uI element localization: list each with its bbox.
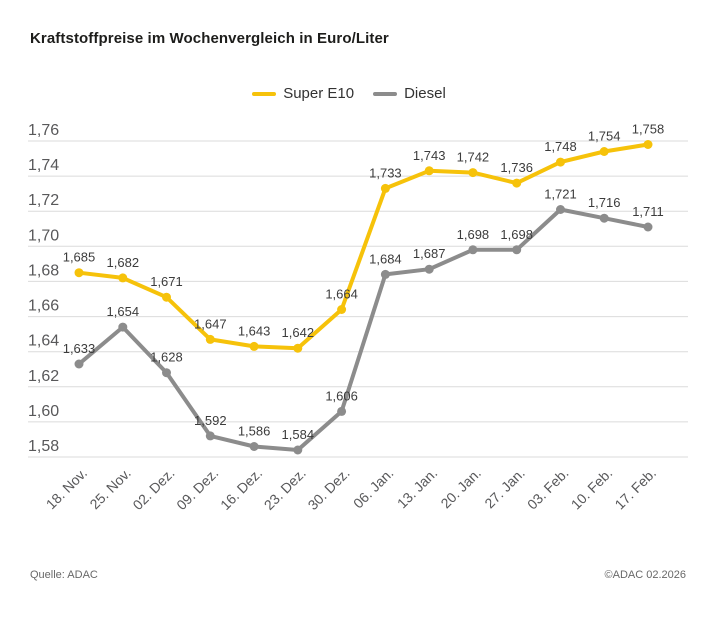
x-axis-tick-label: 02. Dez. (129, 465, 177, 513)
y-axis-tick-label: 1,76 (28, 122, 59, 139)
data-point (74, 268, 84, 278)
series-line-super-e10 (77, 142, 650, 351)
source-note: Quelle: ADAC (30, 569, 98, 581)
footer: Quelle: ADAC ©ADAC 02.2026 (30, 569, 686, 581)
x-axis-tick-label: 10. Feb. (568, 465, 616, 513)
data-point (599, 213, 609, 223)
legend-label-super-e10: Super E10 (283, 85, 355, 102)
data-point (556, 157, 565, 167)
data-point (249, 341, 259, 351)
x-axis-tick-label: 20. Jan. (437, 465, 484, 512)
data-point-label: 1,584 (282, 427, 315, 442)
data-point-label: 1,698 (500, 227, 533, 242)
x-axis-tick-label: 17. Feb. (611, 465, 659, 513)
data-point-label: 1,606 (325, 388, 358, 403)
data-point (380, 269, 390, 279)
data-point-label: 1,682 (107, 255, 140, 270)
data-point (118, 273, 128, 283)
data-point-label: 1,685 (63, 250, 96, 265)
data-point (556, 205, 565, 214)
data-point (205, 431, 215, 441)
data-point-label: 1,698 (457, 227, 490, 242)
data-point (512, 245, 522, 255)
data-point-label: 1,592 (194, 413, 227, 428)
data-point-label: 1,654 (107, 304, 140, 319)
copyright-note: ©ADAC 02.2026 (604, 569, 687, 581)
data-point (293, 343, 303, 353)
data-point-label: 1,586 (238, 424, 271, 439)
x-axis-tick-label: 30. Dez. (305, 465, 353, 513)
data-point-label: 1,733 (369, 165, 402, 180)
y-axis-tick-label: 1,72 (28, 192, 59, 209)
y-axis-tick-label: 1,74 (28, 157, 59, 174)
x-axis-tick-label: 18. Nov. (43, 465, 90, 512)
data-point (643, 140, 653, 149)
data-point-label: 1,736 (500, 160, 533, 175)
data-point-label: 1,716 (588, 195, 621, 210)
x-axis-tick-label: 09. Dez. (173, 465, 221, 513)
data-point (337, 406, 347, 416)
line-chart: 1,76 1,74 1,72 1,70 1,68 1,66 1,64 1,62 1,60 1,58… (28, 122, 688, 513)
data-point (337, 305, 347, 314)
y-axis-tick-label: 1,62 (28, 368, 59, 385)
data-point (468, 245, 478, 255)
data-point-label: 1,721 (544, 187, 577, 202)
data-point-label: 1,758 (632, 122, 665, 137)
data-point-label: 1,743 (413, 148, 446, 163)
data-point-label: 1,748 (544, 139, 577, 154)
y-axis-tick-label: 1,68 (28, 262, 59, 279)
data-point (380, 183, 390, 193)
data-point-label: 1,687 (413, 246, 446, 261)
data-point-label: 1,684 (369, 251, 402, 266)
data-point (424, 166, 434, 176)
legend-swatch-diesel (373, 91, 398, 96)
data-point-label: 1,742 (457, 150, 490, 165)
legend: Super E10 Diesel (0, 85, 710, 102)
legend-swatch-super-e10 (252, 91, 277, 96)
data-point (249, 442, 259, 451)
series-line-diesel (77, 207, 650, 452)
x-axis-tick-label: 06. Jan. (350, 465, 397, 512)
data-point (162, 292, 171, 302)
data-point (424, 264, 434, 274)
data-point (643, 222, 653, 232)
chart-title: Kraftstoffpreise im Wochenvergleich in E… (30, 30, 389, 47)
x-axis-tick-label: 13. Jan. (394, 465, 441, 512)
data-point-label: 1,647 (194, 316, 227, 331)
data-point (293, 445, 303, 455)
data-point-label: 1,643 (238, 323, 271, 338)
data-point-label: 1,628 (150, 350, 183, 365)
data-point-label: 1,754 (588, 129, 621, 144)
y-axis-tick-label: 1,58 (28, 438, 59, 455)
data-point (599, 147, 609, 156)
x-axis-tick-label: 03. Feb. (524, 465, 572, 513)
data-point-label: 1,664 (325, 287, 358, 302)
y-axis-tick-label: 1,60 (28, 403, 59, 420)
x-axis-tick-label: 16. Dez. (217, 465, 265, 513)
x-axis-tick-label: 27. Jan. (481, 465, 528, 512)
y-axis-tick-label: 1,66 (28, 298, 59, 315)
data-point (468, 168, 478, 178)
data-point-label: 1,671 (150, 274, 183, 289)
data-point (205, 334, 215, 344)
data-point-label: 1,642 (282, 325, 315, 340)
y-axis-tick-label: 1,70 (28, 227, 59, 244)
data-point (162, 368, 171, 378)
legend-label-diesel: Diesel (404, 85, 446, 102)
data-point-label: 1,711 (632, 204, 664, 219)
data-point (512, 178, 522, 188)
data-point-label: 1,633 (63, 341, 96, 356)
data-point (118, 322, 128, 332)
x-axis-tick-label: 23. Dez. (261, 465, 309, 513)
x-axis-tick-label: 25. Nov. (86, 465, 133, 512)
data-point (74, 359, 84, 369)
y-axis-tick-label: 1,64 (28, 333, 59, 350)
